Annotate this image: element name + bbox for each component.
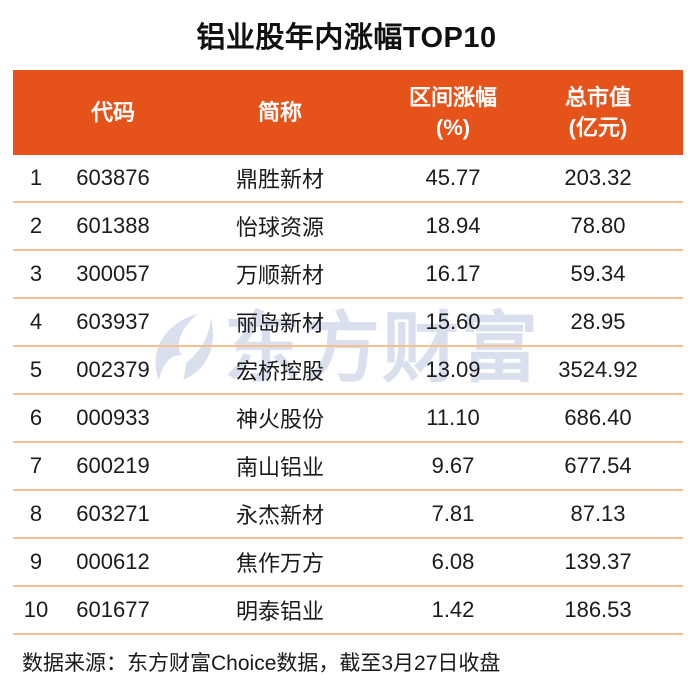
name-cell: 明泰铝业 — [235, 599, 324, 624]
gain-cell: 11.10 — [426, 405, 480, 430]
mcap-cell: 203.32 — [564, 165, 632, 190]
table-row: 1 603876 鼎胜新材 45.77 203.32 — [13, 155, 683, 203]
rank-cell: 3 — [29, 261, 43, 286]
code-cell: 600219 — [76, 453, 150, 478]
rank-cell: 2 — [29, 213, 43, 238]
table-row: 4 603937 丽岛新材 15.60 28.95 — [13, 299, 683, 347]
code-cell: 603271 — [76, 501, 150, 526]
rank-cell: 4 — [29, 309, 43, 334]
gain-cell: 1.42 — [431, 597, 475, 622]
code-cell: 601677 — [76, 597, 150, 622]
mcap-cell: 28.95 — [570, 309, 626, 334]
name-cell: 怡球资源 — [235, 215, 324, 240]
column-header-mcap: 总市值 (亿元) — [564, 84, 631, 140]
mcap-cell: 87.13 — [570, 501, 626, 526]
code-cell: 603937 — [76, 309, 150, 334]
table-row: 10 601677 明泰铝业 1.42 186.53 — [13, 587, 683, 635]
name-cell: 神火股份 — [235, 407, 324, 432]
table-row: 6 000933 神火股份 11.10 686.40 — [13, 395, 683, 443]
gain-cell: 7.81 — [431, 501, 475, 526]
name-cell: 宏桥控股 — [235, 359, 324, 384]
name-cell: 丽岛新材 — [235, 311, 324, 336]
name-cell: 永杰新材 — [235, 503, 324, 528]
table-header-row: 代码 简称 区间涨幅 (%) 总市值 (亿元) — [13, 70, 683, 155]
rank-cell: 9 — [29, 549, 43, 574]
code-cell: 002379 — [76, 357, 150, 382]
top10-table: 代码 简称 区间涨幅 (%) 总市值 (亿元) 1 603876 鼎胜新材 45… — [13, 70, 683, 635]
gain-cell: 45.77 — [425, 165, 481, 190]
rank-cell: 10 — [23, 597, 49, 622]
rank-cell: 1 — [29, 165, 43, 190]
page-title: 铝业股年内涨幅TOP10 — [196, 22, 497, 54]
mcap-cell: 78.80 — [570, 213, 626, 238]
mcap-cell: 686.40 — [564, 405, 632, 430]
column-header-name: 简称 — [257, 99, 302, 125]
gain-cell: 16.17 — [425, 261, 481, 286]
name-cell: 焦作万方 — [235, 551, 324, 576]
mcap-cell: 677.54 — [564, 453, 632, 478]
code-cell: 300057 — [76, 261, 150, 286]
mcap-cell: 186.53 — [564, 597, 632, 622]
table-row: 3 300057 万顺新材 16.17 59.34 — [13, 251, 683, 299]
gain-cell: 18.94 — [425, 213, 481, 238]
code-cell: 603876 — [76, 165, 150, 190]
mcap-cell: 139.37 — [564, 549, 632, 574]
name-cell: 鼎胜新材 — [235, 167, 324, 192]
rank-cell: 5 — [29, 357, 43, 382]
code-cell: 000933 — [76, 405, 150, 430]
code-cell: 601388 — [76, 213, 150, 238]
table-row: 5 002379 宏桥控股 13.09 3524.92 — [13, 347, 683, 395]
rank-cell: 6 — [29, 405, 43, 430]
table-row: 9 000612 焦作万方 6.08 139.37 — [13, 539, 683, 587]
name-cell: 南山铝业 — [235, 455, 324, 480]
table-row: 7 600219 南山铝业 9.67 677.54 — [13, 443, 683, 491]
table-row: 2 601388 怡球资源 18.94 78.80 — [13, 203, 683, 251]
column-header-gain: 区间涨幅 (%) — [408, 84, 497, 140]
mcap-cell: 3524.92 — [558, 357, 638, 382]
code-cell: 000612 — [76, 549, 150, 574]
gain-cell: 9.67 — [431, 453, 475, 478]
mcap-cell: 59.34 — [570, 261, 626, 286]
rank-cell: 8 — [29, 501, 43, 526]
name-cell: 万顺新材 — [235, 263, 324, 288]
data-source-note: 数据来源：东方财富Choice数据，截至3月27日收盘 — [22, 652, 501, 675]
gain-cell: 15.60 — [425, 309, 481, 334]
table-row: 8 603271 永杰新材 7.81 87.13 — [13, 491, 683, 539]
gain-cell: 6.08 — [431, 549, 475, 574]
gain-cell: 13.09 — [425, 357, 481, 382]
rank-cell: 7 — [29, 453, 43, 478]
column-header-code: 代码 — [90, 99, 135, 125]
